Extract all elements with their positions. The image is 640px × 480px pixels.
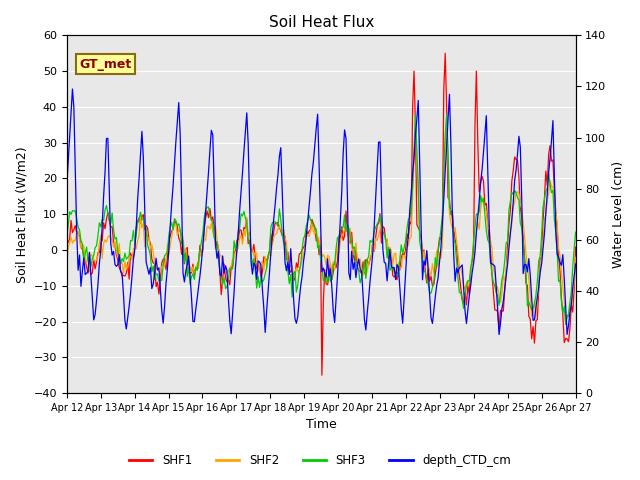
depth_CTD_cm [233, 248, 241, 253]
SHF2 [214, 247, 222, 252]
SHF2 [125, 254, 133, 260]
SHF3 [214, 252, 222, 258]
Legend: SHF1, SHF2, SHF3, depth_CTD_cm: SHF1, SHF2, SHF3, depth_CTD_cm [124, 449, 516, 472]
SHF1 [572, 244, 579, 250]
SHF2 [572, 254, 579, 260]
SHF2 [285, 261, 293, 266]
depth_CTD_cm [127, 290, 134, 296]
SHF3 [562, 322, 570, 327]
SHF3 [545, 170, 552, 176]
Y-axis label: Water Level (cm): Water Level (cm) [612, 161, 625, 268]
depth_CTD_cm [216, 271, 224, 277]
SHF1 [240, 225, 248, 230]
depth_CTD_cm [495, 332, 503, 337]
SHF1 [125, 276, 133, 282]
depth_CTD_cm [287, 246, 294, 252]
SHF3 [240, 208, 248, 214]
Line: depth_CTD_cm: depth_CTD_cm [67, 89, 575, 335]
SHF3 [232, 246, 239, 252]
depth_CTD_cm [547, 156, 554, 161]
SHF1 [232, 247, 239, 253]
depth_CTD_cm [572, 261, 579, 267]
SHF1 [547, 143, 554, 148]
SHF2 [545, 191, 552, 197]
SHF1 [318, 372, 326, 378]
X-axis label: Time: Time [306, 419, 337, 432]
depth_CTD_cm [241, 129, 249, 135]
SHF2 [240, 228, 248, 234]
SHF1 [63, 241, 70, 247]
SHF1 [214, 246, 222, 252]
Line: SHF2: SHF2 [67, 125, 575, 319]
SHF3 [572, 229, 579, 235]
Text: GT_met: GT_met [79, 58, 132, 71]
Y-axis label: Soil Heat Flux (W/m2): Soil Heat Flux (W/m2) [15, 146, 28, 283]
SHF3 [63, 233, 70, 239]
SHF3 [412, 111, 419, 117]
SHF3 [285, 281, 293, 287]
Line: SHF3: SHF3 [67, 114, 575, 324]
Line: SHF1: SHF1 [67, 53, 575, 375]
depth_CTD_cm [63, 183, 70, 189]
SHF2 [562, 316, 570, 322]
SHF2 [412, 122, 419, 128]
SHF1 [442, 50, 449, 56]
SHF2 [232, 249, 239, 254]
Title: Soil Heat Flux: Soil Heat Flux [269, 15, 374, 30]
depth_CTD_cm [68, 86, 76, 92]
SHF1 [285, 267, 293, 273]
SHF2 [63, 260, 70, 265]
SHF3 [125, 252, 133, 258]
